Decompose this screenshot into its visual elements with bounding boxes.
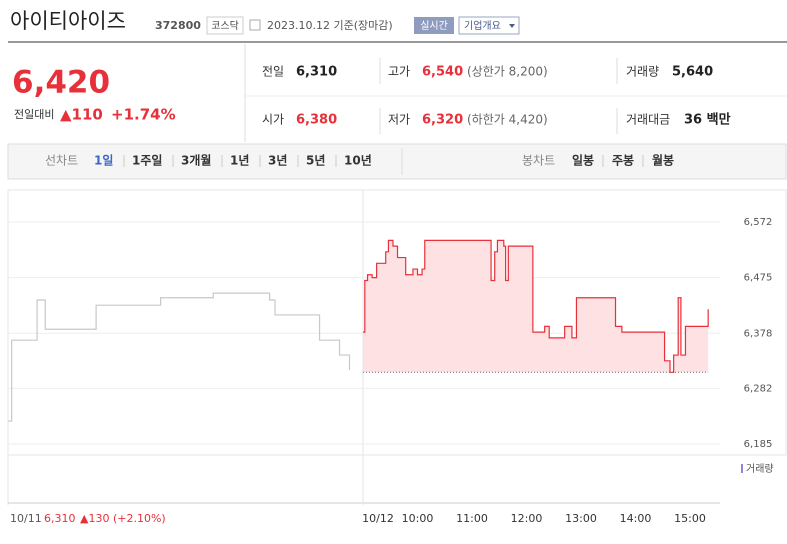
dropdown-arrow xyxy=(509,24,515,28)
y-tick-label: 6,378 xyxy=(744,328,773,339)
stat-label: 거래량 xyxy=(626,65,659,79)
period-tab[interactable]: 10년 xyxy=(344,154,372,168)
x-tick-label: 10:00 xyxy=(402,512,434,525)
area xyxy=(363,240,709,373)
stat-label: 시가 xyxy=(262,113,284,127)
change-label: 전일대비 xyxy=(14,107,54,121)
price-line xyxy=(363,239,709,373)
x-tick-label: 14:00 xyxy=(620,512,652,525)
y-tick-label: 6,185 xyxy=(744,439,773,450)
x-tick-label: 13:00 xyxy=(565,512,597,525)
stat-note: (하한가 4,420) xyxy=(467,113,548,127)
y-tick-label: 6,282 xyxy=(744,383,773,394)
stat-value: 6,380 xyxy=(296,113,337,128)
company[interactable]: 기업개요 xyxy=(464,19,501,32)
y-tick-label: 6,475 xyxy=(744,273,773,284)
change: ▲110 xyxy=(60,106,103,124)
stat-label: 거래대금 xyxy=(626,113,670,127)
market: 코스닥 xyxy=(211,20,239,32)
stat-value: 6,320 xyxy=(422,113,463,128)
date: 2023.10.12 기준(장마감) xyxy=(267,19,393,32)
volume-legend: 거래량 xyxy=(746,463,774,475)
stock-name: 아이티아이즈 xyxy=(10,9,126,33)
x-tick-label: 12:00 xyxy=(511,512,543,525)
line-chart-label: 선차트 xyxy=(45,154,78,168)
period-tab[interactable]: 3년 xyxy=(268,154,287,168)
stat-note: (상한가 8,200) xyxy=(467,65,548,79)
candle-tab[interactable]: 일봉 xyxy=(572,154,594,168)
market-badge xyxy=(206,16,244,35)
volume-legend-swatch xyxy=(741,464,743,473)
realtime[interactable]: 실시간 xyxy=(420,20,448,32)
y-tick-label: 6,572 xyxy=(744,217,773,228)
stat-value: 36 백만 xyxy=(684,112,731,128)
candle-tab[interactable]: 월봉 xyxy=(652,153,674,168)
period-tab[interactable]: 1일 xyxy=(94,154,113,168)
stat-value: 5,640 xyxy=(672,65,713,80)
period-tab[interactable]: 3개월 xyxy=(181,153,211,168)
price-line xyxy=(8,292,351,422)
prev-change: ▲130 (+2.10%) xyxy=(80,512,166,525)
stat-label: 저가 xyxy=(388,113,410,127)
candle-tab[interactable]: 주봉 xyxy=(612,154,634,168)
x-tick-label: 10/12 xyxy=(362,512,394,525)
period-tab[interactable]: 1주일 xyxy=(132,154,162,168)
company-button[interactable] xyxy=(458,16,520,35)
chart-frame xyxy=(7,189,787,456)
x-tick-label: 11:00 xyxy=(456,512,488,525)
stat-value: 6,540 xyxy=(422,65,463,80)
price: 6,420 xyxy=(12,65,110,101)
realtime-button[interactable] xyxy=(414,17,454,34)
stat-label: 고가 xyxy=(388,65,410,79)
stat-value: 6,310 xyxy=(296,65,337,80)
calendar-icon xyxy=(249,19,261,31)
tab-bar xyxy=(7,143,787,180)
stock-code: 372800 xyxy=(155,19,201,32)
x-tick-label: 15:00 xyxy=(674,512,706,525)
prev-close: 6,310 xyxy=(44,512,76,525)
period-tab[interactable]: 5년 xyxy=(306,154,325,168)
prev-date: 10/11 xyxy=(10,512,42,525)
period-tab[interactable]: 1년 xyxy=(230,154,249,168)
stat-label: 전일 xyxy=(262,65,284,79)
candle-chart-label: 봉차트 xyxy=(522,154,555,168)
rate: +1.74% xyxy=(111,106,176,124)
